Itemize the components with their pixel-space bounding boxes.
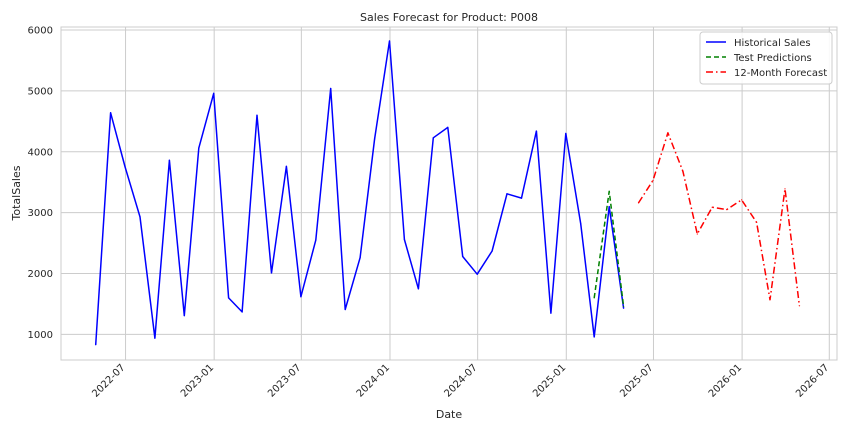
data-point-historical-sales bbox=[241, 311, 243, 313]
data-point-test-predictions bbox=[608, 190, 610, 192]
data-point-historical-sales bbox=[213, 92, 215, 94]
x-tick-label: 2026-07 bbox=[794, 362, 831, 399]
data-point-historical-sales bbox=[110, 112, 112, 114]
data-point-historical-sales bbox=[344, 308, 346, 311]
y-tick-label: 3000 bbox=[28, 208, 53, 219]
data-point-historical-sales bbox=[623, 307, 625, 309]
legend-label-12-month-forecast: 12-Month Forecast bbox=[734, 68, 827, 79]
data-point-test-predictions bbox=[593, 297, 595, 299]
data-point-historical-sales bbox=[565, 132, 567, 135]
data-point-historical-sales bbox=[608, 206, 610, 208]
legend-box bbox=[699, 31, 833, 85]
y-axis-label: TotalSales bbox=[10, 165, 23, 221]
data-point-12-month-forecast bbox=[784, 188, 786, 190]
x-tick-label: 2025-01 bbox=[531, 362, 568, 399]
data-point-historical-sales bbox=[476, 273, 478, 275]
data-point-historical-sales bbox=[520, 197, 523, 199]
data-point-12-month-forecast bbox=[652, 179, 654, 181]
x-axis-label: Date bbox=[436, 408, 463, 421]
data-point-12-month-forecast bbox=[726, 209, 728, 211]
data-point-historical-sales bbox=[550, 312, 552, 314]
data-point-historical-sales bbox=[198, 147, 200, 149]
x-tick-label: 2024-01 bbox=[355, 362, 392, 399]
data-point-historical-sales bbox=[300, 296, 302, 298]
series-line-12-month-forecast bbox=[637, 132, 801, 306]
data-point-historical-sales bbox=[139, 216, 141, 218]
legend-label-test-predictions: Test Predictions bbox=[733, 53, 812, 64]
data-point-historical-sales bbox=[462, 255, 464, 258]
data-point-historical-sales bbox=[506, 193, 508, 195]
data-point-historical-sales bbox=[168, 159, 170, 161]
data-point-12-month-forecast bbox=[741, 199, 743, 201]
x-tick-label: 2025-07 bbox=[618, 362, 655, 399]
y-tick-label: 1000 bbox=[28, 330, 53, 341]
data-point-historical-sales bbox=[315, 239, 317, 241]
y-tick-label: 2000 bbox=[28, 269, 53, 280]
data-point-historical-sales bbox=[388, 40, 391, 42]
y-tick-label: 4000 bbox=[28, 147, 53, 158]
data-point-12-month-forecast bbox=[756, 221, 758, 223]
data-point-historical-sales bbox=[491, 250, 493, 252]
data-point-12-month-forecast bbox=[637, 202, 640, 204]
data-point-historical-sales bbox=[374, 138, 376, 140]
data-point-historical-sales bbox=[270, 272, 273, 274]
data-point-historical-sales bbox=[330, 87, 332, 90]
data-point-historical-sales bbox=[580, 223, 582, 225]
legend-label-historical-sales: Historical Sales bbox=[734, 38, 811, 49]
data-point-historical-sales bbox=[183, 315, 185, 317]
x-tick-label: 2023-01 bbox=[179, 362, 216, 399]
data-point-12-month-forecast bbox=[682, 170, 684, 172]
legend: Historical Sales Test Predictions 12-Mon… bbox=[699, 31, 833, 85]
data-point-historical-sales bbox=[285, 165, 287, 167]
data-point-historical-sales bbox=[403, 238, 405, 241]
data-point-historical-sales bbox=[124, 166, 126, 168]
data-point-historical-sales bbox=[154, 337, 156, 339]
data-point-historical-sales bbox=[228, 297, 230, 299]
data-point-12-month-forecast bbox=[696, 233, 698, 235]
data-point-test-predictions bbox=[623, 305, 625, 307]
data-point-historical-sales bbox=[256, 114, 258, 116]
data-point-historical-sales bbox=[593, 336, 595, 338]
data-point-12-month-forecast bbox=[798, 305, 801, 307]
x-tick-label: 2024-07 bbox=[442, 362, 479, 399]
x-tick-label: 2023-07 bbox=[266, 362, 303, 399]
data-point-12-month-forecast bbox=[711, 206, 713, 208]
x-tick-label: 2026-01 bbox=[707, 362, 744, 399]
data-point-historical-sales bbox=[95, 344, 97, 346]
series-layer bbox=[94, 40, 801, 346]
data-point-12-month-forecast bbox=[769, 299, 771, 301]
data-point-historical-sales bbox=[535, 130, 538, 132]
data-point-historical-sales bbox=[447, 126, 449, 128]
y-tick-label: 5000 bbox=[28, 86, 53, 97]
chart-title: Sales Forecast for Product: P008 bbox=[360, 11, 538, 24]
data-point-historical-sales bbox=[432, 137, 434, 139]
x-tick-label: 2022-07 bbox=[90, 362, 127, 399]
data-point-historical-sales bbox=[359, 257, 361, 259]
data-point-12-month-forecast bbox=[667, 132, 669, 134]
y-tick-label: 6000 bbox=[28, 26, 53, 37]
data-point-historical-sales bbox=[417, 288, 419, 290]
